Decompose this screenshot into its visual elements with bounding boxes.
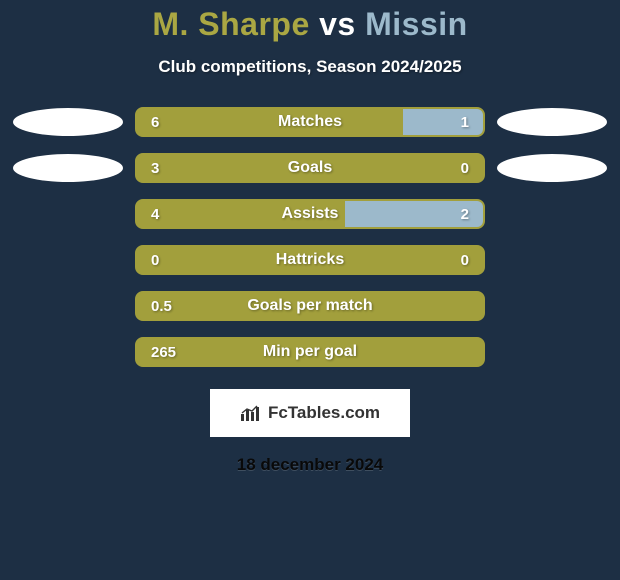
vs-text: vs — [319, 6, 365, 42]
bar-left-fill — [137, 109, 403, 135]
stat-bar: 42Assists — [135, 199, 485, 229]
stat-label: Hattricks — [137, 247, 483, 273]
bar-left-fill — [137, 293, 483, 319]
stat-value-right: 0 — [461, 247, 469, 273]
player2-name: Missin — [365, 6, 468, 42]
subtitle: Club competitions, Season 2024/2025 — [0, 57, 620, 77]
stat-bar: 0 0Hattricks — [135, 245, 485, 275]
stat-row: 0 0Hattricks — [0, 245, 620, 275]
page-title: M. Sharpe vs Missin — [0, 6, 620, 43]
bar-right-fill — [403, 109, 483, 135]
bar-left-fill — [137, 201, 345, 227]
fctables-logo: FcTables.com — [210, 389, 410, 437]
chart-icon — [240, 404, 262, 422]
stat-bar: 30Goals — [135, 153, 485, 183]
stat-bar: 265Min per goal — [135, 337, 485, 367]
stat-value-left: 0 — [151, 247, 159, 273]
player1-badge — [13, 154, 123, 182]
stat-row: 0.5Goals per match — [0, 291, 620, 321]
stat-row: 61Matches — [0, 107, 620, 137]
player1-name: M. Sharpe — [152, 6, 309, 42]
bar-left-fill — [137, 155, 483, 181]
logo-text: FcTables.com — [268, 403, 380, 423]
player2-badge — [497, 154, 607, 182]
stat-row: 30Goals — [0, 153, 620, 183]
stat-bar: 61Matches — [135, 107, 485, 137]
player1-badge — [13, 108, 123, 136]
stats-container: 61Matches 30Goals 42Assists 0 0Hattricks 0.5G… — [0, 107, 620, 367]
bar-right-fill — [345, 201, 483, 227]
stat-row: 265Min per goal — [0, 337, 620, 367]
footer-date: 18 december 2024 — [237, 455, 384, 475]
comparison-card: M. Sharpe vs Missin Club competitions, S… — [0, 0, 620, 580]
stat-bar: 0.5Goals per match — [135, 291, 485, 321]
footer: FcTables.com 18 december 2024 — [0, 389, 620, 475]
stat-row: 42Assists — [0, 199, 620, 229]
player2-badge — [497, 108, 607, 136]
bar-left-fill — [137, 339, 483, 365]
